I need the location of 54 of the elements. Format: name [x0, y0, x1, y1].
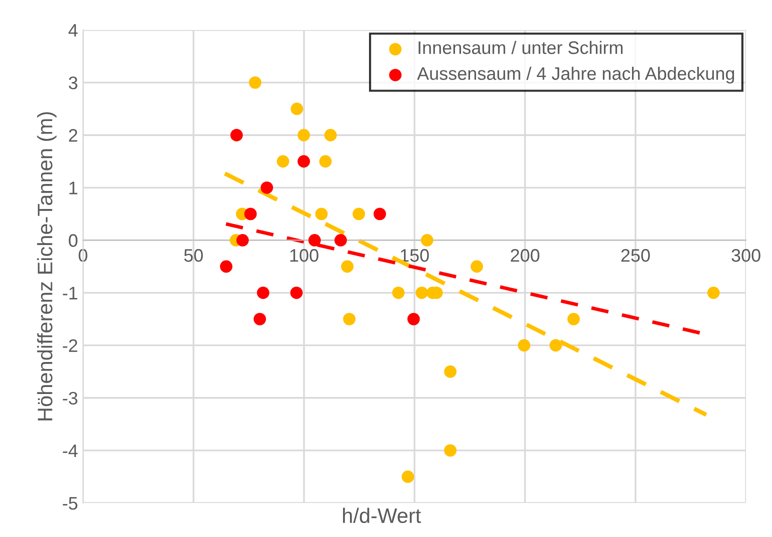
point	[290, 102, 304, 116]
point	[392, 286, 405, 299]
point	[407, 312, 420, 326]
y-tick-label: 3	[68, 76, 78, 90]
y-tick-label: -5	[62, 497, 78, 510]
point	[220, 260, 232, 273]
point	[308, 234, 321, 246]
x-tick-label: 200	[510, 249, 540, 262]
point	[341, 260, 354, 273]
point	[334, 234, 347, 246]
y-tick-label: 0	[68, 234, 78, 247]
point	[324, 128, 337, 142]
point	[352, 208, 366, 220]
point	[319, 155, 332, 168]
point	[315, 208, 328, 220]
point	[470, 260, 484, 273]
y-axis-title: Höhendifferenz Eiche-Tannen (m)	[37, 112, 57, 420]
y-tick-label: -3	[62, 392, 78, 405]
x-tick-label: 100	[290, 249, 318, 262]
point	[707, 286, 720, 299]
y-tick-label: 4	[68, 24, 78, 37]
point	[248, 76, 262, 89]
point	[290, 286, 303, 299]
point	[343, 312, 356, 326]
point	[256, 286, 270, 299]
point	[567, 312, 580, 326]
point	[550, 339, 562, 352]
y-tick-label: 2	[69, 129, 78, 142]
x-axis-title: h/d-Wert	[343, 508, 421, 524]
x-tick-label: 250	[621, 249, 650, 262]
point	[374, 208, 386, 220]
y-tick-label: -4	[62, 444, 78, 457]
legend-label: Aussensaum / 4 Jahre nach Abdeckung	[417, 66, 734, 84]
point	[260, 181, 274, 194]
point	[298, 155, 310, 168]
point	[298, 128, 310, 142]
point	[276, 155, 290, 168]
point	[230, 128, 243, 142]
point	[420, 234, 434, 246]
point	[518, 339, 530, 352]
y-tick-label: -1	[62, 286, 78, 300]
point	[416, 286, 428, 299]
point	[236, 234, 249, 246]
x-tick-label: 150	[400, 249, 429, 262]
point	[402, 470, 414, 483]
x-tick-label: 50	[184, 249, 203, 262]
point	[244, 208, 257, 220]
y-tick-label: 1	[69, 182, 78, 194]
point	[444, 365, 457, 378]
y-tick-label: -2	[62, 339, 78, 352]
x-tick-label: 300	[732, 249, 760, 262]
point	[254, 312, 266, 326]
point	[444, 444, 457, 457]
legend-label: Innensaum / unter Schirm	[418, 40, 623, 54]
